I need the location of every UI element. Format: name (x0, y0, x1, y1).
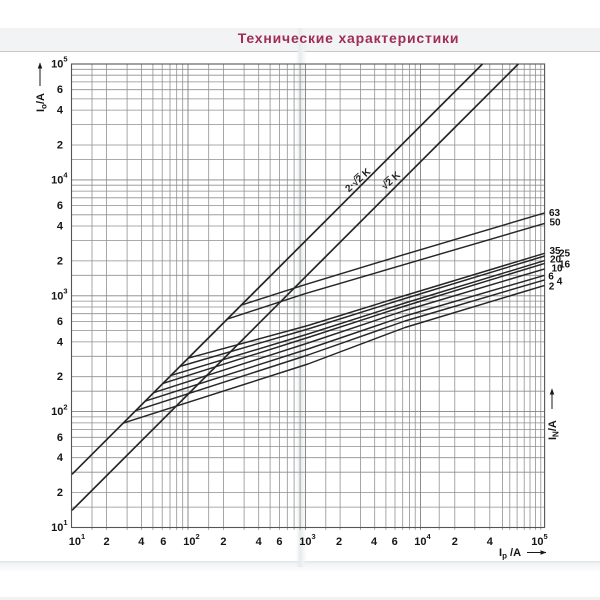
svg-text:2: 2 (57, 140, 63, 152)
svg-text:35: 35 (549, 246, 561, 257)
svg-text:50: 50 (549, 218, 561, 229)
svg-text:63: 63 (549, 208, 561, 219)
svg-text:16: 16 (559, 260, 571, 271)
svg-text:4: 4 (557, 277, 563, 288)
svg-text:2: 2 (57, 487, 63, 499)
svg-text:IN/A: IN/A (547, 420, 561, 440)
svg-text:2: 2 (57, 255, 63, 267)
svg-text:6: 6 (57, 432, 63, 444)
svg-text:4: 4 (57, 336, 64, 348)
svg-text:2: 2 (452, 536, 458, 548)
svg-text:20: 20 (550, 255, 562, 266)
svg-text:6: 6 (57, 200, 63, 212)
svg-text:6: 6 (160, 536, 166, 548)
svg-text:10: 10 (551, 264, 563, 275)
svg-text:2: 2 (549, 282, 555, 293)
svg-text:101: 101 (51, 518, 67, 534)
svg-text:4: 4 (57, 105, 64, 117)
svg-text:6: 6 (276, 536, 282, 548)
svg-text:6: 6 (548, 272, 554, 283)
svg-text:25: 25 (559, 249, 571, 260)
svg-text:101: 101 (69, 532, 85, 548)
svg-text:4: 4 (487, 536, 494, 548)
svg-text:6: 6 (57, 84, 63, 96)
svg-text:4: 4 (256, 536, 263, 548)
svg-text:4: 4 (57, 452, 64, 464)
svg-text:102: 102 (51, 402, 67, 418)
svg-text:4: 4 (371, 536, 378, 548)
svg-text:Io/A: Io/A (35, 93, 49, 112)
svg-text:4: 4 (57, 221, 64, 233)
svg-text:105: 105 (531, 532, 547, 548)
svg-text:6: 6 (57, 316, 63, 328)
svg-text:2: 2 (57, 371, 63, 383)
svg-text:103: 103 (51, 286, 67, 302)
svg-text:2·√2 K: 2·√2 K (344, 166, 374, 195)
svg-text:2: 2 (220, 536, 226, 548)
svg-text:4: 4 (138, 536, 145, 548)
svg-text:6: 6 (392, 536, 398, 548)
svg-text:102: 102 (183, 532, 199, 548)
svg-text:2: 2 (103, 536, 109, 548)
svg-text:2: 2 (336, 536, 342, 548)
svg-text:√2 K: √2 K (380, 169, 404, 192)
svg-text:104: 104 (51, 171, 68, 187)
svg-text:104: 104 (414, 532, 431, 548)
svg-text:Ip /A: Ip /A (499, 547, 521, 561)
svg-text:105: 105 (51, 55, 67, 71)
